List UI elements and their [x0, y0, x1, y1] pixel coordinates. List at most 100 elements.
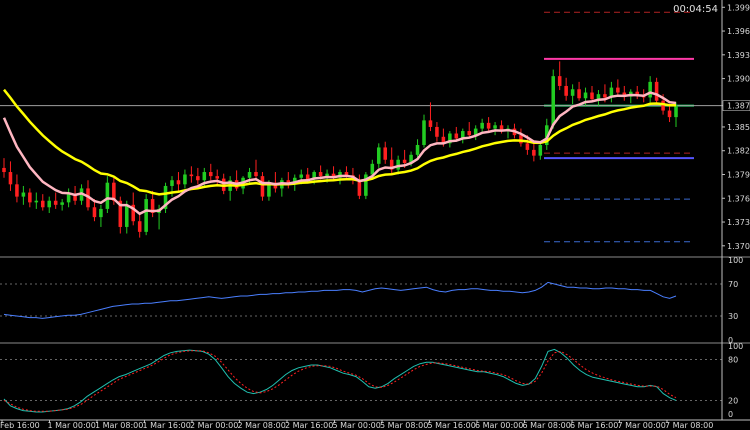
candle-body	[105, 182, 110, 209]
candle-body	[422, 120, 426, 145]
time-tick-label: 2 Mar 16:00	[285, 421, 333, 430]
candle-body	[196, 176, 200, 181]
candle-body	[260, 176, 265, 197]
candle-body	[616, 87, 620, 93]
candle-body	[40, 200, 45, 208]
candle-body	[66, 194, 71, 203]
candle-body	[312, 172, 316, 180]
candle-body	[267, 182, 271, 197]
stoch-signal-line	[3, 350, 677, 412]
candle-body	[583, 92, 588, 99]
current-price-label: 1.3876	[727, 102, 750, 111]
candle-body	[596, 94, 601, 100]
candle-body	[28, 192, 32, 203]
price-tick-label: 1.3734	[727, 218, 750, 227]
candle-body	[299, 174, 304, 178]
candle-body	[454, 133, 459, 139]
price-tick-label: 1.3763	[727, 194, 750, 203]
candle-body	[603, 94, 607, 98]
candle-body	[590, 92, 594, 100]
candle-body	[21, 192, 26, 197]
time-tick-label: 6 Mar 00:00	[475, 421, 523, 430]
candle-body	[124, 204, 129, 227]
candle-body	[441, 136, 446, 144]
current-price-box	[722, 100, 750, 111]
candle-body	[448, 133, 452, 144]
candle-body	[460, 131, 465, 139]
candle-body	[499, 125, 504, 132]
candle-body	[2, 167, 6, 173]
candle-body	[357, 180, 362, 196]
candle-body	[112, 182, 116, 201]
time-tick-label: 6 Mar 16:00	[570, 421, 618, 430]
time-tick-label: 1 Mar 08:00	[95, 421, 143, 430]
candle-body	[318, 172, 323, 177]
candle-body	[73, 194, 77, 201]
price-tick-label: 1.3705	[727, 242, 750, 251]
stoch-main-line	[3, 348, 677, 413]
candle-body	[635, 91, 640, 96]
candle-body	[92, 207, 97, 218]
price-pane[interactable]	[0, 11, 722, 243]
candle-body	[305, 174, 310, 180]
candle-body	[551, 76, 556, 126]
candle-body	[118, 200, 123, 227]
price-tick-label: 1.3792	[727, 170, 750, 179]
time-tick-label: 1 Mar 16:00	[143, 421, 191, 430]
candle-body	[557, 76, 562, 86]
time-tick-label: 1 Mar 00:00	[48, 421, 96, 430]
moving-average-slow	[3, 88, 677, 196]
candle-body	[486, 122, 491, 129]
candle-body	[215, 176, 220, 179]
candle-body	[137, 221, 142, 232]
candle-body	[674, 105, 678, 118]
candle-body	[409, 154, 413, 164]
candle-body	[254, 172, 258, 177]
candle-body	[577, 89, 581, 99]
candle-body	[325, 173, 329, 177]
candle-body	[144, 199, 148, 232]
candle-body	[364, 174, 368, 196]
candle-body	[519, 135, 523, 144]
candle-body	[402, 159, 407, 164]
candle-body	[53, 200, 58, 205]
candle-body	[47, 200, 52, 208]
rsi-indicator-pane[interactable]	[0, 281, 722, 319]
candle-body	[532, 149, 536, 156]
candle-body	[389, 159, 394, 170]
candle-body	[396, 159, 400, 170]
candle-body	[331, 173, 336, 178]
stoch-tick-label: 0	[728, 410, 733, 419]
candle-body	[428, 120, 433, 127]
candle-body	[538, 144, 543, 156]
moving-average-fast	[2, 91, 677, 216]
candle-body	[609, 87, 614, 98]
price-tick-label: 1.3938	[727, 51, 750, 60]
price-tick-label: 1.3967	[727, 27, 750, 36]
rsi-tick-label: 100	[728, 256, 743, 265]
stoch-tick-label: 100	[728, 342, 743, 351]
candle-body	[648, 81, 652, 98]
candle-body	[8, 172, 13, 185]
bar-timer: 00:04:54	[673, 4, 718, 15]
candle-body	[247, 172, 252, 178]
candle-body	[344, 172, 349, 176]
time-tick-label: 7 Mar 00:00	[618, 421, 666, 430]
price-tick-label: 1.3996	[727, 3, 750, 12]
time-tick-label: 5 Mar 08:00	[380, 421, 428, 430]
stochastic-indicator-pane[interactable]	[0, 348, 722, 413]
candle-body	[286, 180, 291, 185]
candle-body	[163, 185, 168, 209]
candle-body	[415, 144, 420, 155]
rsi-tick-label: 0	[728, 336, 733, 345]
time-tick-label: 5 Mar 00:00	[333, 421, 381, 430]
rsi-tick-label: 70	[728, 280, 738, 289]
candle-body	[480, 122, 484, 129]
candle-body	[383, 147, 388, 160]
time-tick-label: Feb 16:00	[0, 421, 40, 430]
stoch-tick-label: 80	[728, 356, 738, 365]
candle-body	[208, 172, 213, 177]
